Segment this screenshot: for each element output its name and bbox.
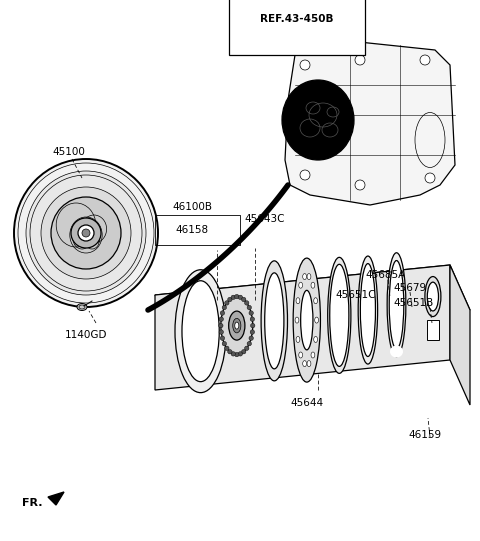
Ellipse shape xyxy=(299,352,302,358)
Ellipse shape xyxy=(228,311,245,340)
Circle shape xyxy=(420,55,430,65)
Circle shape xyxy=(241,349,246,354)
Circle shape xyxy=(250,317,254,321)
Circle shape xyxy=(300,170,310,180)
Ellipse shape xyxy=(41,187,131,279)
Circle shape xyxy=(235,294,239,299)
Ellipse shape xyxy=(307,274,311,280)
Ellipse shape xyxy=(300,291,313,350)
Ellipse shape xyxy=(296,337,300,342)
Text: 46100B: 46100B xyxy=(172,202,212,212)
Polygon shape xyxy=(285,40,455,205)
Circle shape xyxy=(231,352,236,356)
Circle shape xyxy=(235,352,239,357)
Ellipse shape xyxy=(261,261,288,381)
Text: 45651B: 45651B xyxy=(393,298,433,308)
Ellipse shape xyxy=(360,263,375,357)
Ellipse shape xyxy=(14,159,158,307)
Circle shape xyxy=(247,341,252,346)
Ellipse shape xyxy=(427,282,439,311)
Text: REF.43-450B: REF.43-450B xyxy=(260,14,334,24)
Text: 46158: 46158 xyxy=(175,225,208,235)
Ellipse shape xyxy=(82,229,90,237)
Circle shape xyxy=(425,173,435,183)
Text: 45100: 45100 xyxy=(52,147,85,157)
Circle shape xyxy=(228,297,232,302)
Circle shape xyxy=(219,330,224,334)
Ellipse shape xyxy=(389,261,404,349)
FancyBboxPatch shape xyxy=(427,320,439,340)
Text: 46159: 46159 xyxy=(408,430,441,440)
Ellipse shape xyxy=(311,282,315,288)
Polygon shape xyxy=(155,265,450,390)
Text: 45644: 45644 xyxy=(290,398,323,408)
Circle shape xyxy=(238,352,242,356)
Circle shape xyxy=(219,317,224,321)
Ellipse shape xyxy=(303,274,307,280)
Circle shape xyxy=(244,301,249,305)
Text: 45651C: 45651C xyxy=(335,290,375,300)
Ellipse shape xyxy=(293,258,321,382)
Ellipse shape xyxy=(315,317,319,323)
Ellipse shape xyxy=(233,318,241,333)
Ellipse shape xyxy=(235,322,239,329)
Ellipse shape xyxy=(299,282,302,288)
Circle shape xyxy=(222,341,227,346)
Ellipse shape xyxy=(264,273,284,369)
Text: FR.: FR. xyxy=(22,498,43,508)
Polygon shape xyxy=(450,265,470,405)
Circle shape xyxy=(225,346,229,351)
Polygon shape xyxy=(155,265,470,340)
Ellipse shape xyxy=(390,346,403,358)
Ellipse shape xyxy=(303,361,307,367)
Ellipse shape xyxy=(78,225,94,241)
Polygon shape xyxy=(48,492,64,505)
Ellipse shape xyxy=(295,317,299,323)
Ellipse shape xyxy=(314,298,318,304)
Circle shape xyxy=(249,336,253,340)
Ellipse shape xyxy=(221,296,253,354)
Ellipse shape xyxy=(311,352,315,358)
Circle shape xyxy=(220,311,225,315)
Text: 45679: 45679 xyxy=(393,283,426,293)
Circle shape xyxy=(251,324,255,328)
Circle shape xyxy=(300,60,310,70)
Ellipse shape xyxy=(26,171,146,295)
Ellipse shape xyxy=(307,361,311,367)
Ellipse shape xyxy=(330,265,349,366)
Circle shape xyxy=(355,55,365,65)
Circle shape xyxy=(220,336,225,340)
Text: 1140GD: 1140GD xyxy=(65,330,108,340)
Circle shape xyxy=(247,305,252,309)
Circle shape xyxy=(222,305,227,309)
Ellipse shape xyxy=(282,80,354,160)
Ellipse shape xyxy=(51,197,121,269)
Ellipse shape xyxy=(328,258,351,373)
Ellipse shape xyxy=(175,270,226,393)
Ellipse shape xyxy=(387,253,406,357)
Ellipse shape xyxy=(358,256,378,364)
Circle shape xyxy=(249,311,253,315)
Circle shape xyxy=(241,297,246,302)
Ellipse shape xyxy=(314,337,318,342)
Circle shape xyxy=(219,324,223,328)
Text: 45643C: 45643C xyxy=(244,214,285,224)
Ellipse shape xyxy=(425,276,441,316)
Circle shape xyxy=(231,295,236,300)
Circle shape xyxy=(225,301,229,305)
Circle shape xyxy=(238,295,242,300)
Circle shape xyxy=(355,180,365,190)
Ellipse shape xyxy=(77,304,87,311)
Circle shape xyxy=(250,330,254,334)
Circle shape xyxy=(244,346,249,351)
Ellipse shape xyxy=(71,218,101,248)
Ellipse shape xyxy=(296,298,300,304)
Ellipse shape xyxy=(182,281,219,381)
Text: 45685A: 45685A xyxy=(365,270,405,280)
Circle shape xyxy=(228,349,232,354)
